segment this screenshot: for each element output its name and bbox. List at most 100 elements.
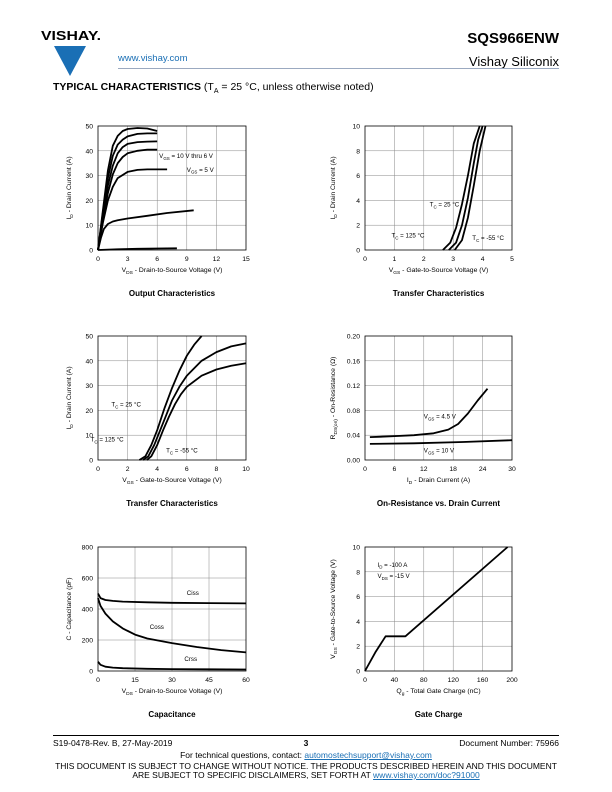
series-line — [97, 597, 247, 654]
y-tick-label: 0.16 — [347, 358, 360, 365]
company-name: Vishay Siliconix — [468, 54, 559, 69]
x-tick-label: 8 — [215, 466, 219, 473]
y-tick-label: 6 — [356, 173, 360, 180]
y-tick-label: 2 — [356, 223, 360, 230]
section-title: TYPICAL CHARACTERISTICS (TA = 25 °C, unl… — [53, 81, 374, 95]
x-tick-label: 0 — [96, 256, 100, 263]
chart-title: Transfer Characteristics — [393, 289, 485, 298]
x-tick-label: 3 — [126, 256, 130, 263]
footer-divider — [53, 735, 559, 736]
x-tick-label: 0 — [96, 466, 100, 473]
x-tick-label: 0 — [96, 677, 100, 684]
y-tick-label: 800 — [82, 545, 94, 552]
annotation-label: VGS = 4.5 V — [424, 413, 457, 421]
y-tick-label: 50 — [85, 124, 93, 131]
y-tick-label: 0 — [89, 669, 93, 676]
y-tick-label: 0.20 — [347, 334, 360, 341]
series-line — [146, 362, 247, 461]
annotation-label: TC = 125 °C — [91, 436, 125, 444]
annotation-label: VGS = 10 V thru 6 V — [159, 153, 214, 161]
y-axis-label: C - Capacitance (pF) — [66, 577, 73, 640]
annotation-label: TC = 25 °C — [111, 402, 141, 410]
x-tick-label: 4 — [155, 466, 159, 473]
series-line — [97, 140, 158, 251]
series-line — [364, 546, 509, 672]
logo-wordmark: VISHAY. — [41, 28, 101, 43]
x-tick-label: 3 — [451, 256, 455, 263]
footer-disclaimer-link[interactable]: www.vishay.com/doc?91000 — [373, 770, 480, 780]
y-axis-label: ID - Drain Current (A) — [66, 156, 75, 219]
y-tick-label: 6 — [356, 594, 360, 601]
x-tick-label: 6 — [155, 256, 159, 263]
y-tick-label: 10 — [85, 223, 93, 230]
x-axis-label: ID - Drain Current (A) — [407, 477, 470, 486]
series-line — [97, 247, 177, 251]
x-tick-label: 18 — [449, 466, 457, 473]
y-axis-label: VGS - Gate-to-Source Voltage (V) — [330, 559, 339, 659]
y-tick-label: 400 — [82, 607, 94, 614]
x-tick-label: 0 — [363, 677, 367, 684]
y-tick-label: 40 — [85, 148, 93, 155]
annotation-label: VGS = 5 V — [187, 167, 215, 175]
y-tick-label: 200 — [82, 638, 94, 645]
footer-tech-contact: For technical questions, contact: automo… — [0, 750, 612, 760]
footer-email-link[interactable]: automostechsupport@vishay.com — [304, 750, 432, 760]
plot-frame — [97, 335, 247, 461]
footer-disclaimer-text: ARE SUBJECT TO SPECIFIC DISCLAIMERS, SET… — [132, 770, 374, 780]
y-tick-label: 0 — [89, 248, 93, 255]
y-tick-label: 0.12 — [347, 383, 360, 390]
annotation-label: TC = -55 °C — [472, 235, 504, 243]
y-tick-label: 4 — [356, 198, 360, 205]
footer-notice: THIS DOCUMENT IS SUBJECT TO CHANGE WITHO… — [55, 761, 557, 771]
y-axis-label: ID - Drain Current (A) — [330, 156, 339, 219]
annotation-label: TC = 25 °C — [430, 202, 460, 210]
series-line — [142, 342, 247, 461]
plot-frame — [97, 125, 247, 251]
y-tick-label: 30 — [85, 173, 93, 180]
x-tick-label: 10 — [242, 466, 250, 473]
x-tick-label: 6 — [393, 466, 397, 473]
y-tick-label: 0 — [356, 248, 360, 255]
part-number: SQS966ENW — [467, 30, 559, 47]
series-line — [97, 593, 247, 605]
logo-triangle — [54, 46, 86, 76]
x-tick-label: 45 — [205, 677, 213, 684]
y-axis-label: RDS(on) - On-Resistance (Ω) — [330, 357, 339, 440]
chart-title: Capacitance — [148, 710, 196, 719]
y-tick-label: 30 — [85, 383, 93, 390]
header-divider — [118, 68, 559, 69]
x-tick-label: 1 — [393, 256, 397, 263]
y-tick-label: 20 — [85, 408, 93, 415]
y-tick-label: 2 — [356, 644, 360, 651]
annotation-label: Ciss — [187, 590, 199, 597]
y-tick-label: 50 — [85, 334, 93, 341]
x-axis-label: Qg - Total Gate Charge (nC) — [396, 688, 480, 697]
footer-disclaimer: ARE SUBJECT TO SPECIFIC DISCLAIMERS, SET… — [0, 770, 612, 780]
y-tick-label: 0.00 — [347, 458, 360, 465]
annotation-label: VGS = 10 V — [424, 448, 455, 456]
x-axis-label: VDS - Drain-to-Source Voltage (V) — [122, 267, 223, 276]
x-tick-label: 12 — [213, 256, 221, 263]
series-line — [453, 125, 487, 251]
footer-page-number: 3 — [303, 738, 309, 748]
x-tick-label: 40 — [391, 677, 399, 684]
footer-document-number: Document Number: 75966 — [459, 738, 559, 748]
series-line — [442, 125, 481, 251]
chart-6: 0 40 80 120 160 200 0 2 4 6 8 10 ID = -100 A VDS = -1… — [330, 545, 518, 720]
brand-url-link[interactable]: www.vishay.com — [118, 53, 188, 64]
annotation-label: VDS = -15 V — [377, 573, 410, 581]
section-condition-sub: A — [213, 88, 219, 96]
y-tick-label: 0.04 — [347, 433, 360, 440]
x-tick-label: 15 — [242, 256, 250, 263]
x-tick-label: 12 — [420, 466, 428, 473]
plot-frame — [364, 546, 513, 672]
y-tick-label: 600 — [82, 576, 94, 583]
annotation-label: Coss — [150, 624, 164, 631]
section-heading: TYPICAL CHARACTERISTICS — [53, 81, 201, 93]
x-axis-label: VGS - Gate-to-Source Voltage (V) — [389, 267, 489, 276]
series-line — [97, 209, 194, 251]
x-axis-label: VDS - Drain-to-Source Voltage (V) — [122, 688, 223, 697]
y-tick-label: 0.08 — [347, 408, 360, 415]
y-tick-label: 10 — [85, 433, 93, 440]
